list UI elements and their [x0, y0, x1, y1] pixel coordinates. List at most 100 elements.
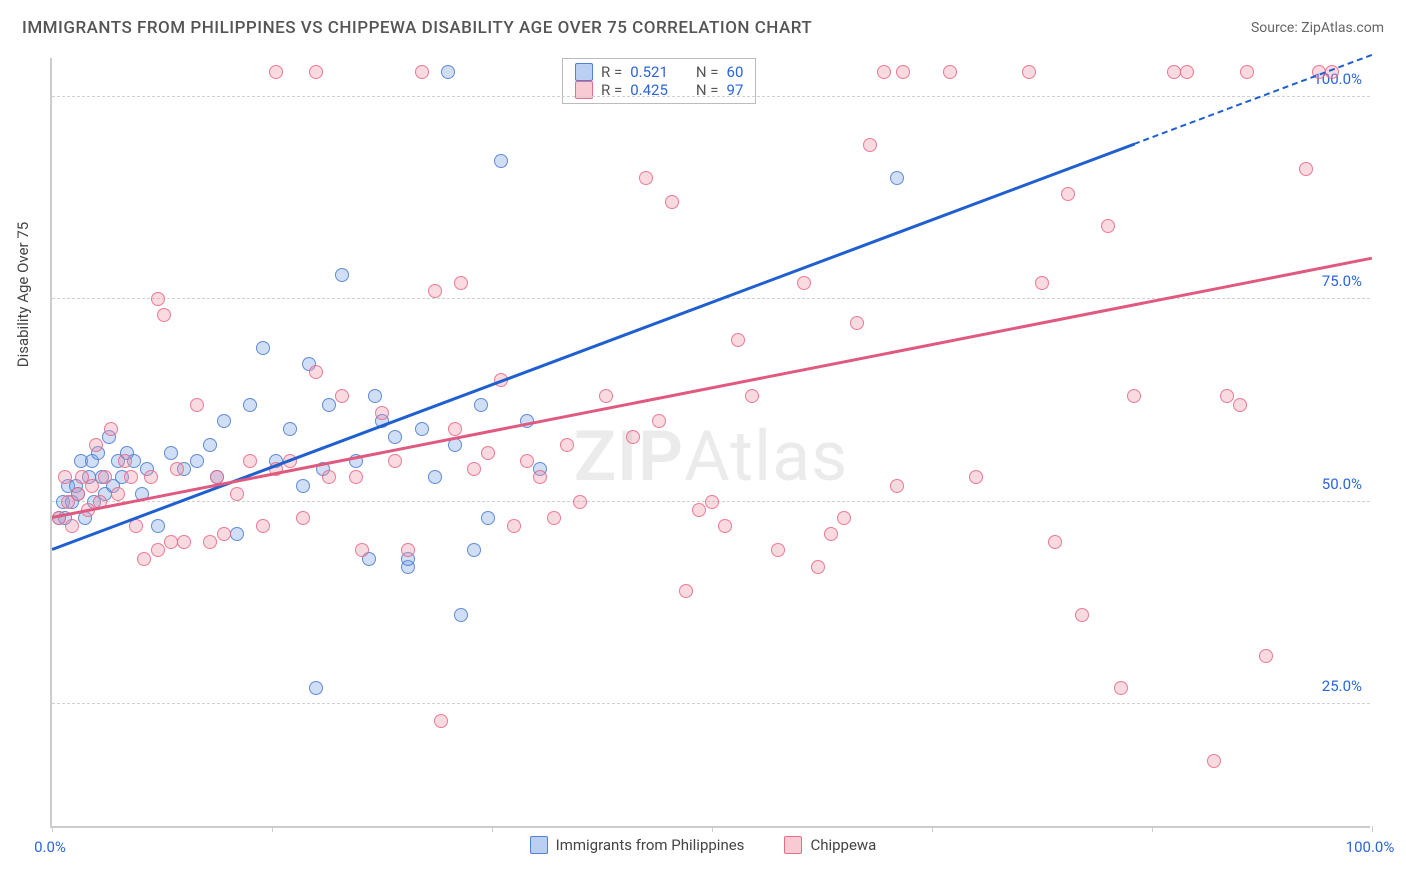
n-prefix: N =: [696, 63, 719, 81]
data-point: [520, 454, 534, 468]
data-point: [401, 543, 415, 557]
data-point: [1240, 65, 1254, 79]
data-point: [296, 479, 310, 493]
x-tick-label: 100.0%: [1346, 838, 1395, 856]
data-point: [1127, 389, 1141, 403]
data-point: [441, 65, 455, 79]
data-point: [137, 552, 151, 566]
data-point: [731, 333, 745, 347]
data-point: [85, 479, 99, 493]
gridline: [52, 96, 1370, 97]
data-point: [692, 503, 706, 517]
data-point: [434, 714, 448, 728]
y-tick-label: 25.0%: [1322, 677, 1362, 695]
data-point: [309, 65, 323, 79]
legend-swatch: [784, 836, 802, 854]
data-point: [428, 470, 442, 484]
data-point: [151, 543, 165, 557]
data-point: [652, 414, 666, 428]
data-point: [335, 268, 349, 282]
data-point: [454, 276, 468, 290]
data-point: [256, 341, 270, 355]
data-point: [1075, 608, 1089, 622]
watermark: ZIPAtlas: [574, 416, 849, 498]
data-point: [124, 470, 138, 484]
data-point: [797, 276, 811, 290]
x-tick: [272, 826, 273, 832]
legend-item: Chippewa: [784, 836, 876, 854]
x-tick: [52, 826, 53, 832]
data-point: [863, 138, 877, 152]
data-point: [368, 389, 382, 403]
scatter-chart: ZIPAtlas R = 0.521N = 60R = 0.425N = 97 …: [50, 58, 1370, 828]
legend-swatch: [575, 63, 593, 81]
data-point: [269, 65, 283, 79]
x-tick: [712, 826, 713, 832]
y-tick-label: 50.0%: [1322, 475, 1362, 493]
series-legend: Immigrants from PhilippinesChippewa: [0, 836, 1406, 854]
r-prefix: R =: [601, 63, 622, 81]
data-point: [890, 171, 904, 185]
n-value: 60: [727, 63, 744, 81]
data-point: [164, 446, 178, 460]
gridline: [52, 703, 1370, 704]
data-point: [322, 470, 336, 484]
data-point: [58, 470, 72, 484]
legend-row: R = 0.521 N = 60: [575, 63, 743, 81]
data-point: [296, 511, 310, 525]
data-point: [448, 422, 462, 436]
data-point: [71, 487, 85, 501]
y-tick-label: 75.0%: [1322, 272, 1362, 290]
data-point: [388, 454, 402, 468]
data-point: [118, 454, 132, 468]
data-point: [89, 438, 103, 452]
data-point: [474, 398, 488, 412]
data-point: [481, 446, 495, 460]
data-point: [283, 422, 297, 436]
data-point: [745, 389, 759, 403]
legend-swatch: [530, 836, 548, 854]
x-tick-label: 0.0%: [34, 838, 66, 856]
regression-line: [52, 143, 1135, 551]
data-point: [718, 519, 732, 533]
data-point: [203, 438, 217, 452]
data-point: [533, 470, 547, 484]
data-point: [335, 389, 349, 403]
data-point: [375, 406, 389, 420]
data-point: [144, 470, 158, 484]
data-point: [599, 389, 613, 403]
data-point: [415, 65, 429, 79]
data-point: [349, 470, 363, 484]
data-point: [454, 608, 468, 622]
x-tick: [1152, 826, 1153, 832]
data-point: [217, 527, 231, 541]
data-point: [837, 511, 851, 525]
data-point: [639, 171, 653, 185]
series-label: Chippewa: [810, 836, 876, 854]
data-point: [1035, 276, 1049, 290]
data-point: [170, 462, 184, 476]
data-point: [811, 560, 825, 574]
data-point: [98, 470, 112, 484]
r-value: 0.521: [630, 63, 668, 81]
data-point: [890, 479, 904, 493]
data-point: [1061, 187, 1075, 201]
source-credit: Source: ZipAtlas.com: [1251, 20, 1384, 36]
data-point: [1022, 65, 1036, 79]
data-point: [151, 519, 165, 533]
data-point: [388, 430, 402, 444]
data-point: [850, 316, 864, 330]
data-point: [943, 65, 957, 79]
correlation-legend: R = 0.521N = 60R = 0.425N = 97: [562, 58, 756, 104]
data-point: [1048, 535, 1062, 549]
data-point: [190, 454, 204, 468]
data-point: [467, 462, 481, 476]
data-point: [65, 519, 79, 533]
data-point: [1220, 389, 1234, 403]
data-point: [626, 430, 640, 444]
data-point: [665, 195, 679, 209]
data-point: [1180, 65, 1194, 79]
data-point: [547, 511, 561, 525]
data-point: [877, 65, 891, 79]
data-point: [1101, 219, 1115, 233]
